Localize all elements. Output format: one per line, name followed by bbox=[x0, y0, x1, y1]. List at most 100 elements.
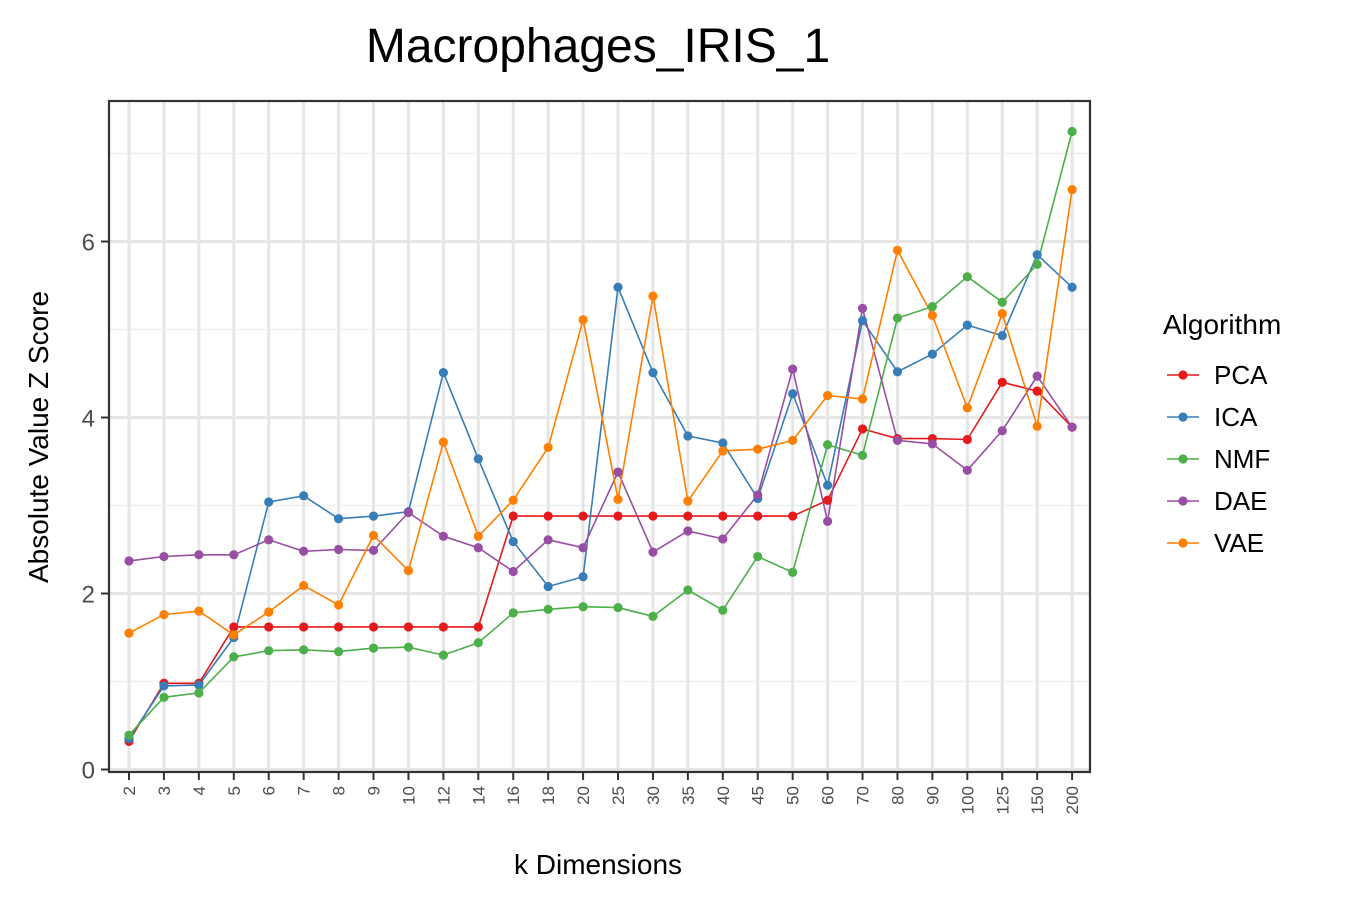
data-point-ica bbox=[438, 368, 448, 378]
data-point-dae bbox=[613, 467, 623, 477]
data-point-pca bbox=[333, 622, 344, 632]
data-point-vae bbox=[997, 309, 1007, 319]
series-line-pca bbox=[128, 381, 1073, 742]
x-tick-label: 7 bbox=[295, 786, 314, 795]
data-point-dae bbox=[997, 426, 1007, 436]
data-point-ica bbox=[508, 536, 518, 547]
data-point-pca bbox=[508, 511, 518, 521]
data-point-nmf bbox=[194, 688, 204, 698]
data-point-vae bbox=[823, 390, 833, 401]
x-tick-label: 70 bbox=[854, 786, 873, 805]
data-point-ica bbox=[578, 572, 588, 582]
data-point-nmf bbox=[857, 450, 868, 460]
data-point-nmf bbox=[299, 645, 309, 655]
data-point-vae bbox=[543, 442, 553, 453]
data-point-dae bbox=[1032, 371, 1042, 381]
data-point-ica bbox=[718, 438, 728, 448]
data-point-dae bbox=[753, 490, 763, 500]
data-point-pca bbox=[473, 622, 483, 632]
data-point-dae bbox=[438, 531, 448, 541]
x-tick-label: 25 bbox=[609, 786, 628, 805]
data-point-vae bbox=[683, 496, 693, 506]
data-point-ica bbox=[159, 681, 169, 691]
x-tick-label: 2 bbox=[120, 786, 139, 795]
data-point-ica bbox=[1032, 250, 1042, 260]
data-point-dae bbox=[857, 303, 868, 313]
data-point-dae bbox=[718, 534, 728, 544]
data-point-dae bbox=[892, 435, 903, 445]
data-point-vae bbox=[788, 435, 798, 445]
data-point-pca bbox=[543, 511, 553, 521]
data-point-pca bbox=[264, 622, 274, 632]
data-point-ica bbox=[823, 480, 833, 490]
panel-border bbox=[107, 99, 1092, 774]
data-point-nmf bbox=[368, 643, 379, 653]
data-point-nmf bbox=[403, 642, 414, 652]
data-point-ica bbox=[683, 431, 693, 441]
x-tick-label: 16 bbox=[504, 786, 523, 805]
x-tick-label: 80 bbox=[888, 786, 907, 805]
series-line-vae bbox=[128, 189, 1073, 636]
data-point-pca bbox=[613, 511, 623, 521]
data-point-vae bbox=[648, 291, 658, 301]
data-point-dae bbox=[683, 526, 693, 536]
x-tick-label: 18 bbox=[539, 786, 558, 805]
x-tick-label: 100 bbox=[958, 786, 977, 814]
data-point-pca bbox=[299, 622, 309, 632]
x-tick-label: 6 bbox=[260, 786, 279, 795]
x-tick-label: 50 bbox=[784, 786, 803, 805]
legend-label-dae: DAE bbox=[1214, 486, 1267, 516]
data-point-vae bbox=[1067, 184, 1077, 195]
data-point-nmf bbox=[892, 313, 903, 323]
data-point-vae bbox=[438, 437, 448, 447]
data-point-pca bbox=[578, 511, 588, 521]
x-axis-label: k Dimensions bbox=[514, 849, 682, 880]
data-point-ica bbox=[857, 316, 868, 326]
legend-marker-ica bbox=[1178, 412, 1188, 422]
legend-title: Algorithm bbox=[1163, 309, 1281, 340]
data-point-pca bbox=[857, 424, 868, 434]
data-point-vae bbox=[718, 446, 728, 456]
data-point-ica bbox=[1067, 282, 1077, 292]
legend-label-nmf: NMF bbox=[1214, 444, 1270, 474]
data-point-vae bbox=[1032, 421, 1042, 431]
x-tick-label: 5 bbox=[225, 786, 244, 795]
data-point-nmf bbox=[683, 585, 693, 595]
x-tick-label: 12 bbox=[434, 786, 453, 805]
y-tick-label: 0 bbox=[82, 758, 95, 785]
data-point-vae bbox=[892, 245, 903, 255]
data-point-dae bbox=[229, 550, 239, 560]
data-point-pca bbox=[438, 622, 448, 632]
data-point-pca bbox=[962, 434, 972, 445]
data-point-nmf bbox=[788, 567, 798, 577]
legend-label-pca: PCA bbox=[1214, 360, 1268, 390]
data-point-pca bbox=[229, 622, 239, 632]
legend-marker-vae bbox=[1178, 538, 1188, 548]
data-point-nmf bbox=[1067, 126, 1077, 137]
data-point-nmf bbox=[823, 440, 833, 450]
x-tick-label: 8 bbox=[330, 786, 349, 795]
data-point-dae bbox=[368, 545, 379, 555]
x-tick-label: 45 bbox=[749, 786, 768, 805]
data-point-nmf bbox=[543, 604, 553, 614]
x-tick-label: 40 bbox=[714, 786, 733, 805]
data-point-ica bbox=[613, 282, 623, 292]
y-tick-label: 4 bbox=[82, 406, 95, 433]
data-point-ica bbox=[962, 320, 972, 330]
data-point-dae bbox=[124, 556, 134, 566]
x-tick-label: 150 bbox=[1028, 786, 1047, 814]
chart-title: Macrophages_IRIS_1 bbox=[366, 20, 830, 73]
x-tick-label: 90 bbox=[923, 786, 942, 805]
data-point-nmf bbox=[473, 638, 483, 648]
data-point-nmf bbox=[578, 602, 588, 612]
data-point-dae bbox=[194, 550, 204, 560]
data-point-vae bbox=[508, 495, 518, 505]
data-point-vae bbox=[578, 315, 588, 325]
data-point-pca bbox=[1032, 386, 1042, 396]
data-point-dae bbox=[823, 516, 833, 526]
data-point-nmf bbox=[264, 646, 274, 656]
y-tick-label: 2 bbox=[82, 582, 95, 609]
data-point-pca bbox=[648, 511, 658, 521]
legend-label-ica: ICA bbox=[1214, 402, 1258, 432]
data-point-vae bbox=[857, 394, 868, 404]
